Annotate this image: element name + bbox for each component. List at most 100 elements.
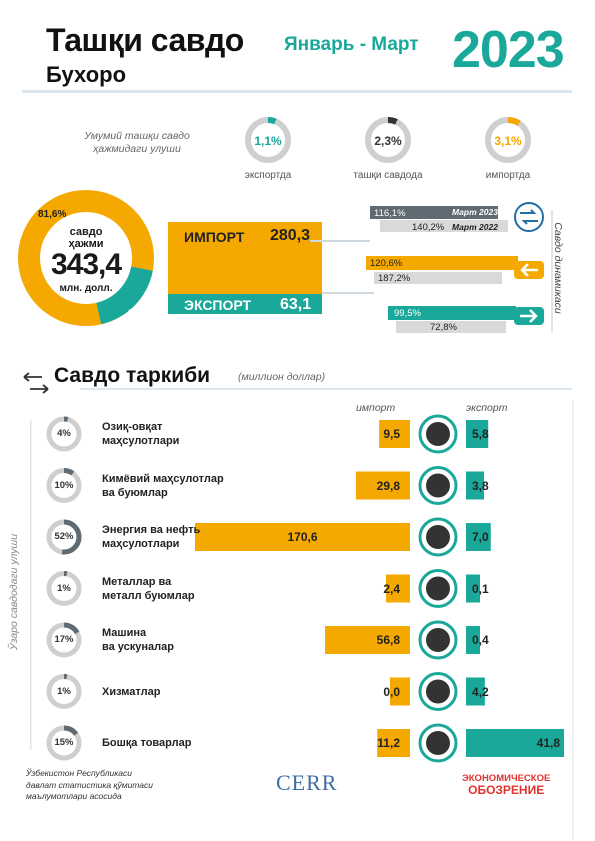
export-value-label: 3,8 — [472, 478, 489, 493]
share-label: 15% — [54, 737, 74, 748]
eo-logo: ЭКОНОМИЧЕСКОЕ ОБОЗРЕНИЕ — [462, 774, 550, 797]
category-label-line: Машина — [102, 627, 147, 639]
import-value: 280,3 — [270, 227, 311, 244]
export-2023-value: 99,5% — [394, 308, 421, 319]
share-ring — [46, 519, 82, 555]
share-ring-fill — [387, 117, 398, 125]
import-bar — [379, 420, 410, 448]
import-bar — [355, 471, 410, 500]
category-label-line: Озиқ-овқат — [102, 421, 163, 433]
share-label: 10% — [54, 479, 74, 491]
source-line-1: Ўзбекистон Республикаси — [26, 768, 132, 778]
right-edge-line — [572, 400, 574, 840]
category-label: Энергия ва нефть маҳсулотлари — [102, 523, 200, 551]
export-value-label: 0,1 — [472, 581, 489, 596]
category-label: Кимёвий маҳсулотлар ва буюмлар — [102, 472, 224, 500]
export-value-label: 0,4 — [472, 633, 489, 647]
import-2022-value: 187,2% — [378, 273, 411, 284]
category-label-line: маҳсулотлари — [102, 435, 180, 447]
total-caption: савдо ҳажми — [68, 226, 104, 250]
total-2022-bar — [380, 220, 508, 232]
source-line-2: давлат статистика қўмитаси — [26, 779, 153, 790]
export-bar — [466, 523, 491, 551]
export-bar — [466, 626, 480, 654]
share-ring — [46, 416, 82, 452]
export-label: ЭКСПОРТ — [184, 297, 252, 313]
import-column-head: импорт — [356, 402, 396, 414]
exchange-icon — [514, 202, 544, 232]
share-export-label: экспортда — [244, 170, 292, 181]
category-label: Машина ва ускуналар — [102, 626, 174, 654]
export-column-head: экспорт — [466, 402, 508, 414]
total-2023-bar — [370, 206, 498, 219]
export-arrow-icon — [514, 307, 544, 325]
legend-2022: Март 2022 — [452, 222, 498, 232]
share-ring — [46, 468, 82, 503]
import-label: ИМПОРТ — [184, 229, 245, 245]
oil-barrel-icon — [418, 517, 458, 557]
share-export-value: 1,1% — [254, 134, 282, 148]
category-label-line: Металлар ва — [102, 575, 172, 588]
import-2023-value: 120,6% — [370, 258, 403, 269]
import-bar — [325, 626, 410, 654]
import-value-label: 2,4 — [383, 581, 400, 596]
import-value-label: 56,8 — [376, 633, 400, 647]
share-ring — [46, 674, 82, 709]
import-arrow-icon — [514, 261, 544, 279]
export-total-bar — [168, 294, 322, 314]
category-label: Металлар ва металл буюмлар — [102, 575, 195, 603]
export-2023-bar — [388, 306, 516, 320]
divider-1 — [310, 240, 370, 242]
basket-icon — [418, 723, 458, 763]
gears-icon — [418, 620, 458, 660]
export-bar — [466, 729, 564, 757]
dynamics-side-line — [551, 210, 553, 332]
share-ring — [46, 571, 82, 606]
divider-2 — [322, 292, 374, 294]
export-2022-bar — [396, 321, 506, 333]
export-value-label: 5,8 — [472, 427, 489, 441]
share-caption: Умумий ташқи савдо ҳажмидаги улуши — [84, 130, 190, 155]
share-label: 17% — [54, 634, 74, 645]
section-divider — [80, 388, 572, 390]
export-bar — [466, 420, 489, 448]
export-value-label: 7,0 — [472, 530, 489, 544]
year-label: 2023 — [452, 21, 565, 79]
eo-logo-line-1: ЭКОНОМИЧЕСКОЕ — [462, 773, 551, 784]
section-title: Савдо таркиби — [54, 364, 211, 387]
page-title: Ташқи савдо — [46, 22, 244, 58]
export-value-label: 41,8 — [536, 736, 560, 750]
import-value-label: 170,6 — [287, 530, 318, 544]
share-import-value: 3,1% — [494, 134, 522, 148]
total-unit: млн. долл. — [59, 283, 113, 294]
share-side-label: Ўзаро савдодаги улуши — [8, 533, 20, 651]
eo-logo-line-2: ОБОЗРЕНИЕ — [468, 783, 545, 797]
import-value-label: 9,5 — [383, 427, 400, 441]
import-total-bar-lower — [168, 254, 322, 296]
total-value: 343,4 — [50, 248, 122, 281]
share-trade-label: ташқи савдода — [353, 170, 423, 181]
dynamics-side-label: Савдо динамикаси — [552, 222, 564, 314]
export-value: 63,1 — [280, 296, 312, 313]
import-bar — [390, 677, 410, 706]
category-label-line: металл буюмлар — [102, 589, 195, 602]
category-label-line: ва буюмлар — [102, 486, 168, 499]
category-label-line: ва ускуналар — [102, 641, 174, 653]
category-label-line: Энергия ва нефть — [102, 524, 201, 536]
category-label-line: маҳсулотлари — [102, 538, 180, 550]
source-note: Ўзбекистон Республикаси давлат статистик… — [26, 768, 153, 803]
metal-beam-icon — [418, 569, 458, 608]
region-label: Бухоро — [46, 62, 127, 87]
import-bar — [377, 729, 410, 757]
share-ring-fill — [267, 117, 277, 125]
share-ring-fill — [507, 117, 521, 126]
export-bar — [466, 574, 480, 603]
total-2022-value: 140,2% — [412, 222, 445, 233]
share-import-label: импортда — [485, 170, 531, 181]
food-icon — [418, 414, 458, 454]
section-unit: (миллион доллар) — [238, 371, 326, 383]
import-bar — [195, 523, 410, 551]
import-2023-bar — [366, 256, 518, 270]
export-bar — [466, 677, 485, 706]
